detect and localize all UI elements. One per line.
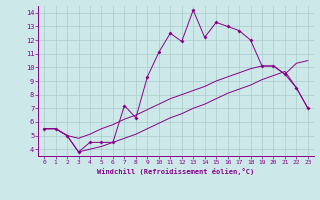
X-axis label: Windchill (Refroidissement éolien,°C): Windchill (Refroidissement éolien,°C): [97, 168, 255, 175]
